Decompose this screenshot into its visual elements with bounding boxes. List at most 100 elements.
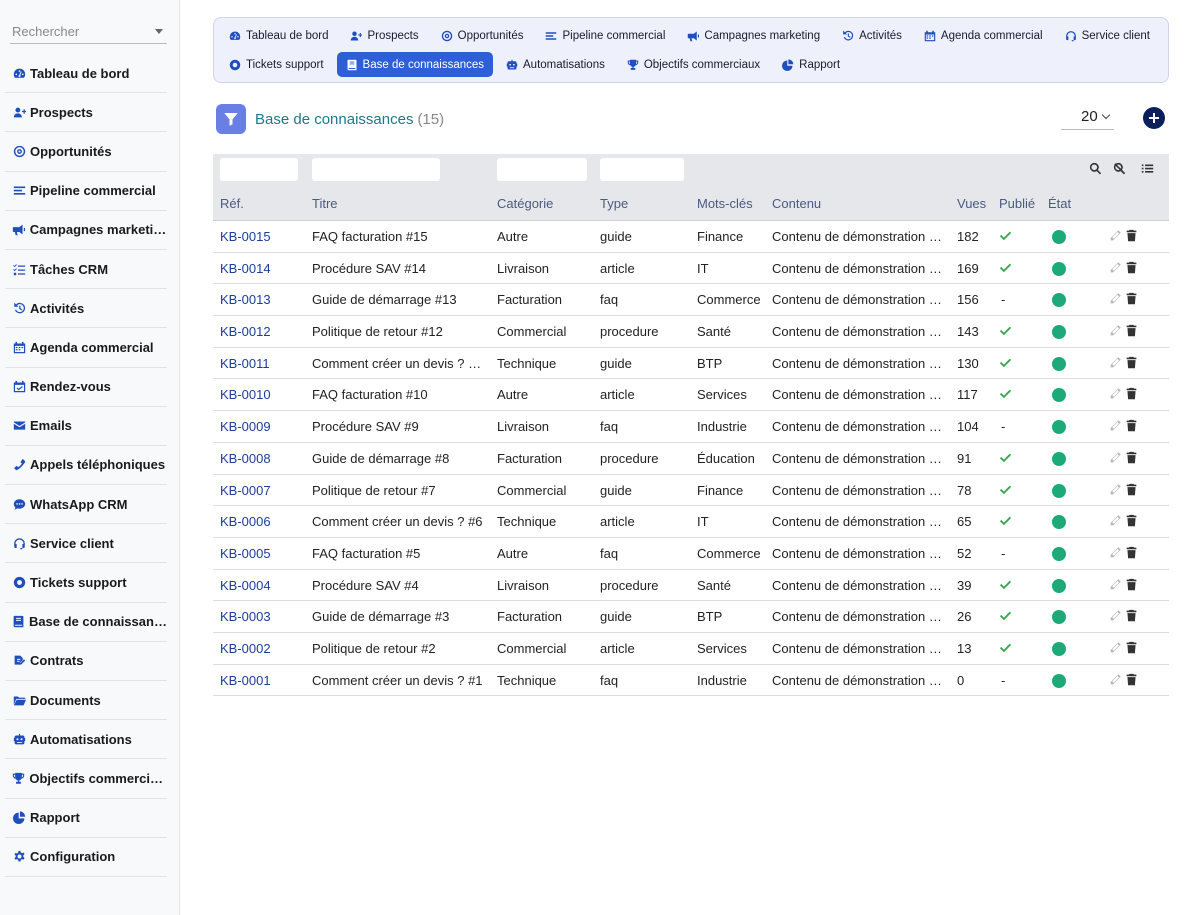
column-header-mots-cles[interactable]: Mots-clés xyxy=(697,196,753,211)
delete-trash-icon[interactable] xyxy=(1125,261,1138,274)
table-row: KB-0013 Guide de démarrage #13 Facturation… xyxy=(213,284,1169,317)
delete-trash-icon[interactable] xyxy=(1125,356,1138,369)
ref-link[interactable]: KB-0003 xyxy=(220,609,271,625)
column-header-etat[interactable]: État xyxy=(1048,196,1072,211)
tab-user-plus[interactable]: Prospects xyxy=(341,23,427,48)
edit-pencil-icon[interactable] xyxy=(1109,229,1122,242)
sidebar-item-calendar-check[interactable]: Rendez-vous xyxy=(5,368,167,407)
sidebar-search-select[interactable]: Rechercher xyxy=(10,20,167,44)
sidebar-item-headset[interactable]: Service client xyxy=(5,524,167,564)
status-dot xyxy=(1052,451,1066,466)
tab-bullseye[interactable]: Opportunités xyxy=(432,23,533,48)
edit-pencil-icon[interactable] xyxy=(1109,419,1122,432)
edit-pencil-icon[interactable] xyxy=(1109,451,1122,464)
delete-trash-icon[interactable] xyxy=(1125,578,1138,591)
tab-calendar[interactable]: Agenda commercial xyxy=(915,23,1052,48)
sidebar-item-bullseye[interactable]: Opportunités xyxy=(5,132,167,172)
filter-input-ref[interactable] xyxy=(220,158,298,181)
ref-link[interactable]: KB-0001 xyxy=(220,672,271,688)
ref-link[interactable]: KB-0011 xyxy=(220,355,270,371)
tab-history[interactable]: Activités xyxy=(833,23,911,48)
sidebar-item-lifebuoy[interactable]: Tickets support xyxy=(5,563,167,603)
ref-link[interactable]: KB-0014 xyxy=(220,260,271,276)
tab-book[interactable]: Base de connaissances xyxy=(336,52,494,77)
edit-pencil-icon[interactable] xyxy=(1109,546,1122,559)
delete-trash-icon[interactable] xyxy=(1125,229,1138,242)
sidebar-item-robot[interactable]: Automatisations xyxy=(5,720,167,760)
delete-trash-icon[interactable] xyxy=(1125,483,1138,496)
tab-headset[interactable]: Service client xyxy=(1056,23,1159,48)
ref-link[interactable]: KB-0010 xyxy=(220,387,271,403)
tab-bullhorn[interactable]: Campagnes marketing xyxy=(678,23,829,48)
tab-pie-chart[interactable]: Rapport xyxy=(773,52,849,77)
sidebar-item-envelope[interactable]: Emails xyxy=(5,407,167,446)
edit-pencil-icon[interactable] xyxy=(1109,514,1122,527)
column-header-titre[interactable]: Titre xyxy=(312,196,338,211)
sidebar-item-folder[interactable]: Documents xyxy=(5,681,167,721)
tab-robot[interactable]: Automatisations xyxy=(497,52,614,77)
sidebar-item-chat[interactable]: WhatsApp CRM xyxy=(5,485,167,525)
search-icon[interactable] xyxy=(1089,162,1102,175)
delete-trash-icon[interactable] xyxy=(1125,292,1138,305)
filter-input-type[interactable] xyxy=(600,158,684,181)
delete-trash-icon[interactable] xyxy=(1125,641,1138,654)
ref-link[interactable]: KB-0006 xyxy=(220,514,271,530)
ref-link[interactable]: KB-0004 xyxy=(220,577,271,593)
ref-link[interactable]: KB-0012 xyxy=(220,324,271,340)
column-header-publie[interactable]: Publié xyxy=(999,196,1036,211)
delete-trash-icon[interactable] xyxy=(1125,609,1138,622)
edit-pencil-icon[interactable] xyxy=(1109,673,1122,686)
list-view-icon[interactable] xyxy=(1141,162,1154,175)
ref-link[interactable]: KB-0002 xyxy=(220,640,271,656)
edit-pencil-icon[interactable] xyxy=(1109,356,1122,369)
column-header-vues[interactable]: Vues xyxy=(957,196,987,211)
ref-link[interactable]: KB-0009 xyxy=(220,419,271,435)
delete-trash-icon[interactable] xyxy=(1125,324,1138,337)
sidebar-item-calendar[interactable]: Agenda commercial xyxy=(5,328,167,368)
edit-pencil-icon[interactable] xyxy=(1109,261,1122,274)
edit-pencil-icon[interactable] xyxy=(1109,292,1122,305)
delete-trash-icon[interactable] xyxy=(1125,546,1138,559)
sidebar-item-gear[interactable]: Configuration xyxy=(5,838,167,877)
sidebar-item-trophy[interactable]: Objectifs commerciaux xyxy=(5,759,167,799)
sidebar-item-gauge[interactable]: Tableau de bord xyxy=(5,54,167,94)
tab-lifebuoy[interactable]: Tickets support xyxy=(220,52,333,77)
sidebar-item-tasks[interactable]: Tâches CRM xyxy=(5,250,167,290)
ref-link[interactable]: KB-0015 xyxy=(220,229,271,244)
add-record-button[interactable] xyxy=(1143,107,1165,129)
filter-input-categorie[interactable] xyxy=(497,158,587,181)
sidebar-item-contract[interactable]: Contrats xyxy=(5,642,167,681)
ref-link[interactable]: KB-0008 xyxy=(220,450,271,466)
sidebar-item-pie-chart[interactable]: Rapport xyxy=(5,799,167,838)
edit-pencil-icon[interactable] xyxy=(1109,609,1122,622)
edit-pencil-icon[interactable] xyxy=(1109,387,1122,400)
tab-bars[interactable]: Pipeline commercial xyxy=(536,23,674,48)
sidebar-item-phone[interactable]: Appels téléphoniques xyxy=(5,446,167,486)
per-page-select[interactable]: 20 xyxy=(1061,106,1114,130)
clear-search-icon[interactable] xyxy=(1113,162,1126,175)
column-header-categorie[interactable]: Catégorie xyxy=(497,196,554,211)
tab-trophy[interactable]: Objectifs commerciaux xyxy=(618,52,769,77)
sidebar-item-bullhorn[interactable]: Campagnes marketing xyxy=(5,211,167,250)
ref-link[interactable]: KB-0005 xyxy=(220,545,271,561)
tab-gauge[interactable]: Tableau de bord xyxy=(220,23,337,48)
sidebar-item-book[interactable]: Base de connaissances xyxy=(5,603,167,642)
edit-pencil-icon[interactable] xyxy=(1109,483,1122,496)
column-header-type[interactable]: Type xyxy=(600,196,629,211)
delete-trash-icon[interactable] xyxy=(1125,451,1138,464)
sidebar-item-history[interactable]: Activités xyxy=(5,289,167,329)
ref-link[interactable]: KB-0007 xyxy=(220,482,271,498)
column-header-ref[interactable]: Réf. xyxy=(220,196,244,211)
filter-input-titre[interactable] xyxy=(312,158,440,181)
sidebar-item-bars[interactable]: Pipeline commercial xyxy=(5,172,167,211)
delete-trash-icon[interactable] xyxy=(1125,419,1138,432)
edit-pencil-icon[interactable] xyxy=(1109,641,1122,654)
edit-pencil-icon[interactable] xyxy=(1109,578,1122,591)
delete-trash-icon[interactable] xyxy=(1125,673,1138,686)
delete-trash-icon[interactable] xyxy=(1125,387,1138,400)
sidebar-item-user-plus[interactable]: Prospects xyxy=(5,93,167,133)
ref-link[interactable]: KB-0013 xyxy=(220,292,271,308)
column-header-contenu[interactable]: Contenu xyxy=(772,196,822,211)
delete-trash-icon[interactable] xyxy=(1125,514,1138,527)
edit-pencil-icon[interactable] xyxy=(1109,324,1122,337)
